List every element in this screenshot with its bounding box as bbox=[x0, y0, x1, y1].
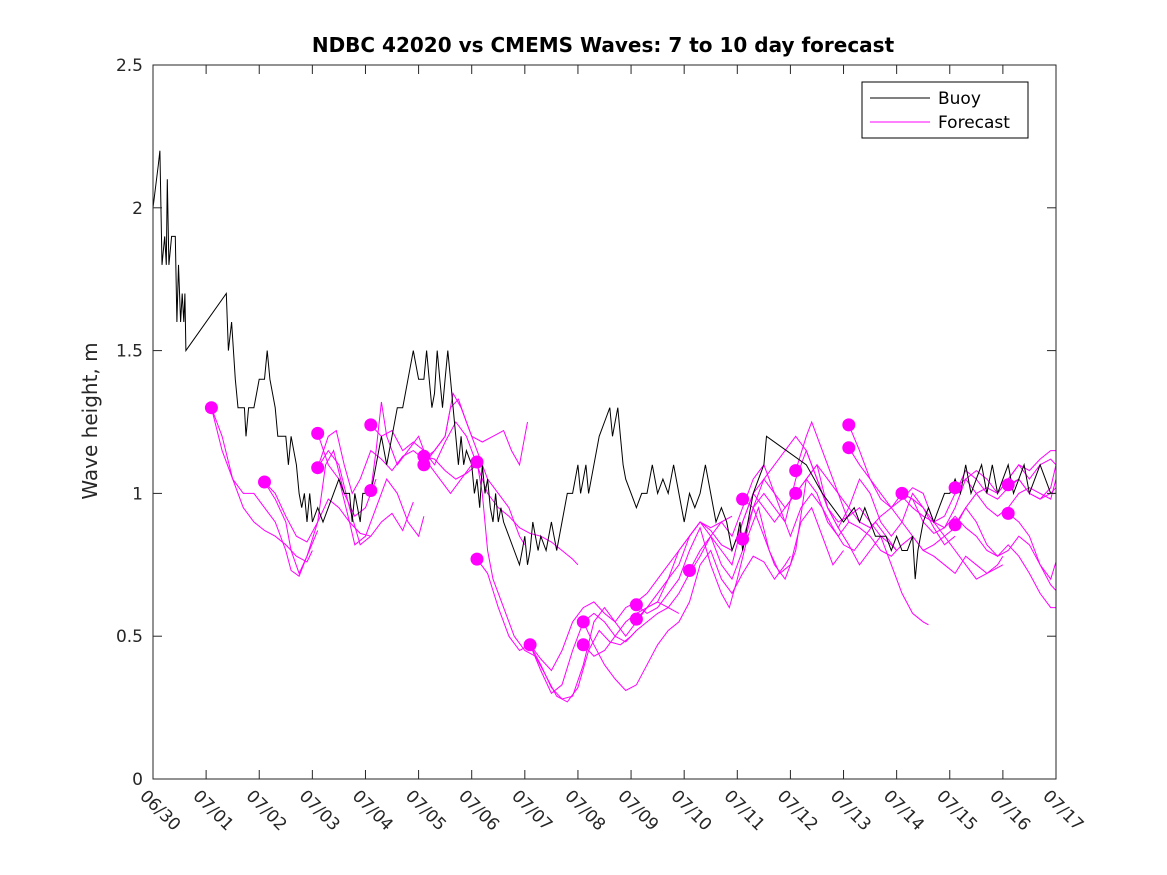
forecast-start-marker-23 bbox=[948, 481, 962, 495]
y-tick-label-0: 0 bbox=[132, 770, 143, 790]
forecast-start-marker-24 bbox=[948, 518, 962, 532]
forecast-start-marker-25 bbox=[1001, 478, 1015, 492]
forecast-start-marker-8 bbox=[470, 455, 484, 469]
y-tick-label-1: 0.5 bbox=[116, 627, 143, 647]
forecast-line-33 bbox=[1007, 513, 1057, 581]
forecast-line-10 bbox=[423, 455, 579, 566]
axes-frame bbox=[152, 64, 1057, 780]
forecast-start-marker-2 bbox=[311, 426, 325, 440]
forecast-line-11 bbox=[423, 391, 528, 467]
forecast-line-18 bbox=[636, 506, 844, 614]
forecast-start-marker-4 bbox=[364, 418, 378, 432]
forecast-start-marker-0 bbox=[204, 401, 218, 415]
forecast-start-marker-7 bbox=[417, 458, 431, 472]
forecast-line-25 bbox=[795, 463, 1004, 580]
forecast-start-marker-22 bbox=[895, 486, 909, 500]
forecast-line-19 bbox=[636, 478, 850, 620]
legend-box bbox=[861, 81, 1029, 139]
forecast-line-0 bbox=[210, 407, 313, 563]
forecast-line-20 bbox=[689, 449, 897, 581]
forecast-line-5 bbox=[317, 433, 425, 546]
forecast-start-marker-3 bbox=[311, 461, 325, 475]
forecast-start-marker-12 bbox=[576, 638, 590, 652]
forecast-line-32 bbox=[1007, 464, 1057, 500]
forecast-start-marker-5 bbox=[364, 484, 378, 497]
forecast-line-28 bbox=[901, 478, 1057, 529]
forecast-start-marker-19 bbox=[789, 486, 803, 500]
forecast-start-marker-10 bbox=[523, 638, 537, 652]
forecast-start-marker-11 bbox=[576, 615, 590, 629]
y-tick-label-4: 2 bbox=[132, 199, 143, 219]
y-axis-label: Wave height, m bbox=[78, 342, 102, 499]
series-layer bbox=[152, 150, 1057, 703]
forecast-line-4 bbox=[317, 449, 414, 546]
legend-label-forecast: Forecast bbox=[938, 113, 1010, 133]
y-tick-label-3: 1.5 bbox=[116, 342, 143, 362]
forecast-start-marker-16 bbox=[736, 492, 750, 506]
legend: Buoy Forecast bbox=[861, 81, 1029, 139]
forecast-line-3 bbox=[264, 449, 377, 575]
forecast-start-marker-21 bbox=[842, 441, 856, 455]
forecast-line-16 bbox=[582, 549, 791, 692]
forecast-line-7 bbox=[370, 401, 473, 495]
forecast-start-marker-13 bbox=[629, 598, 643, 612]
forecast-line-14 bbox=[529, 573, 690, 695]
forecast-start-marker-9 bbox=[470, 552, 484, 566]
y-tick-label-2: 1 bbox=[132, 484, 143, 504]
forecast-line-1 bbox=[210, 407, 319, 577]
forecast-line-27 bbox=[848, 424, 1056, 609]
y-tick-label-5: 2.5 bbox=[116, 56, 143, 76]
forecast-line-23 bbox=[742, 435, 929, 626]
forecast-start-marker-15 bbox=[683, 564, 696, 577]
forecast-start-marker-26 bbox=[1001, 506, 1015, 520]
forecast-start-marker-14 bbox=[629, 612, 643, 626]
buoy-line bbox=[152, 150, 1056, 580]
forecast-start-marker-18 bbox=[789, 464, 803, 478]
chart-title: NDBC 42020 vs CMEMS Waves: 7 to 10 day f… bbox=[312, 33, 895, 57]
forecast-start-marker-17 bbox=[736, 532, 750, 546]
forecast-line-21 bbox=[689, 463, 898, 574]
legend-label-buoy: Buoy bbox=[938, 89, 981, 109]
forecast-start-marker-1 bbox=[258, 475, 271, 489]
forecast-line-12 bbox=[476, 461, 637, 703]
forecast-line-24 bbox=[795, 420, 1004, 575]
forecast-start-marker-20 bbox=[842, 418, 856, 432]
